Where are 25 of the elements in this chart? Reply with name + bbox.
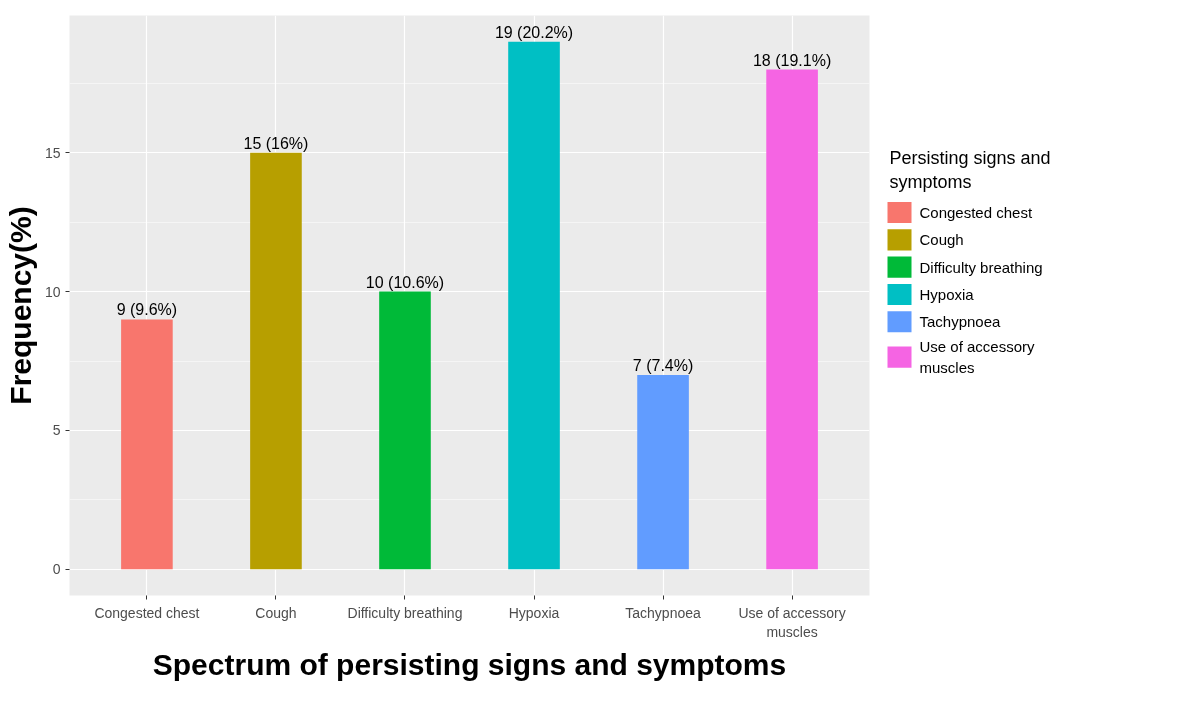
legend-label: Difficulty breathing <box>919 258 1043 276</box>
y-tick-label: 0 <box>52 561 61 578</box>
data-label: 19 (20.2%) <box>494 23 574 41</box>
legend-label: Tachypnoea <box>919 313 1002 331</box>
y-axis-title: Frequency(%) <box>3 206 37 405</box>
legend-label: Hypoxia <box>919 285 975 303</box>
legend-title: Persisting signs and symptoms <box>889 147 1051 192</box>
y-tick-label: 5 <box>52 422 61 439</box>
legend-label: Use of accessory muscles <box>919 338 1036 376</box>
data-label: 10 (10.6%) <box>365 273 445 291</box>
legend-label: Congested chest <box>919 204 1033 221</box>
y-tick-label: 10 <box>44 283 61 300</box>
x-tick-label: Hypoxia <box>508 604 560 621</box>
x-tick-label: Difficulty breathing <box>347 604 463 621</box>
data-label: 15 (16%) <box>243 134 309 152</box>
legend-label: Cough <box>919 231 964 249</box>
data-label: 7 (7.4%) <box>632 356 694 374</box>
data-label: 9 (9.6%) <box>116 301 178 319</box>
x-tick-label: Cough <box>255 604 297 621</box>
x-axis-title: Spectrum of persisting signs and symptoms <box>152 647 787 681</box>
data-label: 18 (19.1%) <box>752 51 832 69</box>
x-tick-label: Congested chest <box>94 604 200 621</box>
x-tick-label: Tachypnoea <box>625 604 702 621</box>
y-tick-label: 15 <box>44 144 61 161</box>
x-tick-label: Use of accessory muscles <box>738 604 846 640</box>
